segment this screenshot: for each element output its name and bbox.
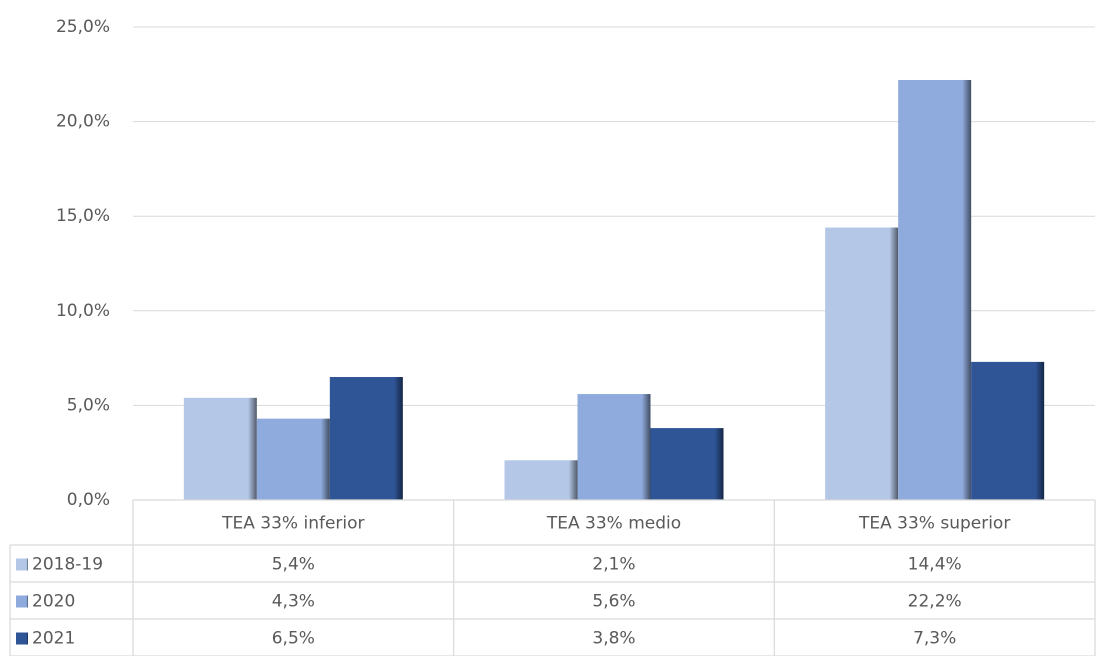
bar <box>183 397 257 500</box>
legend-label: 2018-19 <box>32 555 103 575</box>
bar <box>898 79 972 500</box>
data-table-value: 22,2% <box>908 592 962 612</box>
legend-key <box>16 595 28 608</box>
legend-label: 2021 <box>32 629 75 649</box>
bar <box>577 394 651 500</box>
bar <box>825 227 899 500</box>
y-tick-label: 5,0% <box>67 395 110 415</box>
bar <box>504 460 578 500</box>
y-tick-label: 15,0% <box>56 206 110 226</box>
bar <box>650 428 724 500</box>
data-table-value: 5,6% <box>592 592 635 612</box>
legend-key <box>16 632 28 645</box>
data-table-value: 4,3% <box>272 592 315 612</box>
data-table-value: 14,4% <box>908 555 962 575</box>
data-table-value: 5,4% <box>272 555 315 575</box>
x-tick-label: TEA 33% superior <box>858 514 1010 534</box>
legend-key <box>16 558 28 571</box>
data-table-value: 6,5% <box>272 629 315 649</box>
data-table-value: 2,1% <box>592 555 635 575</box>
data-table-value: 7,3% <box>913 629 956 649</box>
y-tick-label: 10,0% <box>56 301 110 321</box>
data-table-value: 3,8% <box>592 629 635 649</box>
bar <box>971 361 1045 500</box>
y-tick-label: 0,0% <box>67 490 110 510</box>
bar <box>256 418 330 500</box>
y-tick-label: 20,0% <box>56 112 110 132</box>
y-tick-label: 25,0% <box>56 17 110 37</box>
x-tick-label: TEA 33% medio <box>546 514 681 534</box>
x-tick-label: TEA 33% inferior <box>221 514 364 534</box>
legend-label: 2020 <box>32 592 75 612</box>
bar <box>329 377 403 500</box>
